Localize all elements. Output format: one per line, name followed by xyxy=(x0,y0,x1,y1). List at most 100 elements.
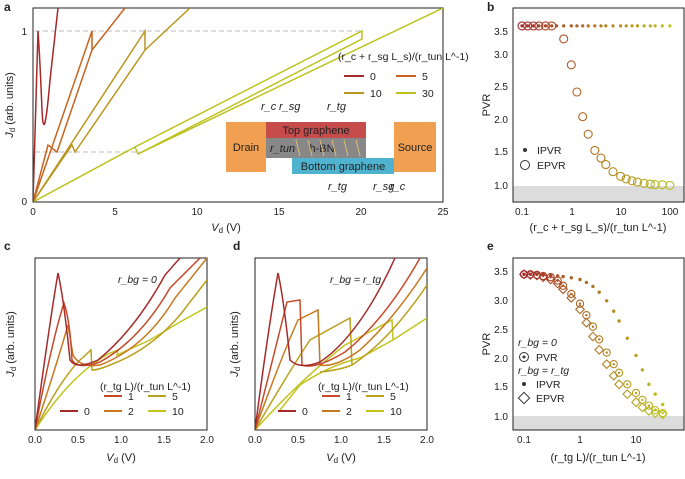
panel-c-annotation: r_bg = 0 xyxy=(118,274,157,286)
panel-d-annotation: r_bg = r_tg xyxy=(330,274,381,286)
panel-a-xlabel: Vd (V) xyxy=(211,222,241,235)
panel-b-ipvr-point xyxy=(550,24,554,28)
panel-e-ipvr-point xyxy=(605,299,609,303)
bottom-graphene xyxy=(292,158,394,174)
panel-d-xlabel: Vd (V) xyxy=(326,452,356,465)
panel-c-legend-title: (r_tg L)/(r_tun L^-1) xyxy=(100,381,191,393)
panel-d-legend-label-3: 5 xyxy=(390,391,396,403)
panel-e-ipvr-point xyxy=(535,272,539,276)
panel-e-epvr-point xyxy=(601,359,612,370)
panel-e-pvr-point xyxy=(609,360,618,369)
panel-c-ylabel: Jd (arb. units) xyxy=(5,311,18,378)
panel-b-ipvr-point xyxy=(581,24,585,28)
panel-e-epvr-point xyxy=(581,317,592,328)
panel-a-legend-label-0: 0 xyxy=(370,71,376,83)
panel-e-epvr-point xyxy=(637,402,648,413)
panel-b-epvr-point xyxy=(559,34,569,44)
panel-e-pvr-point-center xyxy=(605,351,608,354)
panel-a-legend-label-1: 5 xyxy=(422,71,428,83)
panel-e: 1.0 1.5 2.0 2.5 3.0 3.5 0.1 1 10 (r_tg L… xyxy=(481,257,685,464)
panel-e-pvr-point-center xyxy=(641,398,644,402)
panel-e-pvr-point xyxy=(575,299,585,308)
panel-b-ipvr-point xyxy=(653,24,657,28)
panel-b-ipvr-point xyxy=(619,24,623,28)
panel-d-xtick-2: 1.0 xyxy=(334,435,348,446)
panel-b-epvr-point xyxy=(639,178,649,188)
panel-d-curve-0 xyxy=(255,258,396,430)
panel-c-frame xyxy=(34,257,208,431)
panel-e-ytick-5: 3.5 xyxy=(494,267,508,278)
panel-b-epvr-point xyxy=(596,153,606,163)
panel-e-epvr-point xyxy=(587,331,598,342)
panel-e-pvr-point xyxy=(567,289,576,299)
panel-b-ipvr-point xyxy=(630,24,634,28)
panel-e-xtick-1: 1 xyxy=(577,435,583,446)
panel-d-frame xyxy=(254,257,428,431)
panel-e-ipvr-point xyxy=(612,309,616,313)
panel-b-ipvr-point xyxy=(526,24,530,28)
panel-a-yticks: 0 1 xyxy=(21,27,27,208)
panel-e-legend-epvr-marker xyxy=(517,391,531,405)
panel-d-legend-label-0: 0 xyxy=(302,406,308,418)
panel-b-ipvr-point xyxy=(543,24,548,28)
panel-c-legend-label-1: 1 xyxy=(128,391,134,403)
panel-a-xtick-1: 5 xyxy=(112,207,118,218)
panel-c-curve-10 xyxy=(35,306,207,430)
panel-e-legend-pvr-marker xyxy=(519,352,529,362)
panel-b-epvr-point xyxy=(627,176,637,186)
panel-e-epvr-point xyxy=(545,274,556,285)
rtun-label: r_tun xyxy=(270,143,295,155)
panel-e-xtick-2: 10 xyxy=(630,435,642,446)
panel-e-ytick-3: 2.5 xyxy=(494,325,508,336)
panel-b-epvr-point xyxy=(523,21,533,31)
panel-e-pvr-point xyxy=(602,348,611,357)
panel-b-epvr-point xyxy=(547,21,557,31)
panel-b-ipvr-point xyxy=(599,24,603,28)
panel-c-xtick-3: 1.5 xyxy=(157,435,171,446)
panel-d-xticks: 0.0 0.5 1.0 1.5 2.0 xyxy=(248,435,434,446)
panel-d-xtick-0: 0.0 xyxy=(248,435,262,446)
panel-b-epvr-point xyxy=(517,21,527,31)
panel-c-xlabel: Vd (V) xyxy=(106,452,136,465)
panel-e-xtick-0: 0.1 xyxy=(517,435,531,446)
panel-a-curve-0 xyxy=(33,8,59,202)
panel-label-c: c xyxy=(4,239,11,253)
panel-e-legend-group-0: r_bg = 0 xyxy=(518,337,557,349)
panel-a: 0 1 0 5 10 15 20 25 Vd (V) Jd (arb. unit… xyxy=(4,7,469,235)
panel-b-ipvr-point xyxy=(537,24,541,28)
panel-e-ipvr-point xyxy=(561,274,565,279)
panel-e-epvr-point xyxy=(614,379,625,390)
panel-e-frame xyxy=(512,257,685,431)
panel-b-xtick-1: 1 xyxy=(569,207,575,218)
panel-e-pvr-point xyxy=(623,380,632,389)
panel-c-xtick-4: 2.0 xyxy=(200,435,214,446)
panel-b-xtick-2: 10 xyxy=(615,207,627,218)
rbg-label: r_tg xyxy=(328,181,348,193)
panel-e-ytick-0: 1.0 xyxy=(494,412,508,423)
panel-b-ytick-0: 1.0 xyxy=(494,181,508,192)
panel-e-pvr-point xyxy=(558,281,568,290)
panel-a-legend: (r_c + r_sg L_s)/(r_tun L^-1) 0 5 10 30 xyxy=(338,51,469,100)
panel-a-xtick-4: 20 xyxy=(355,207,367,218)
panel-e-legend-pvr: PVR xyxy=(536,352,558,364)
panel-a-curve-30-loop xyxy=(134,29,363,155)
panel-e-xticks: 0.1 1 10 xyxy=(517,435,642,446)
panel-b-ipvr-point xyxy=(593,24,597,28)
panel-e-pvr-point xyxy=(651,406,660,415)
panel-b-ipvr-point xyxy=(642,24,646,28)
panel-label-d: d xyxy=(233,239,240,253)
panel-c-xticks: 0.0 0.5 1.0 1.5 2.0 xyxy=(28,435,214,446)
panel-b-legend-ipvr-marker xyxy=(523,148,527,152)
panel-e-legend-epvr: EPVR xyxy=(536,393,565,405)
panel-a-xtick-0: 0 xyxy=(30,207,36,218)
panel-b-ipvr-point xyxy=(624,24,628,28)
panel-e-ipvr-point xyxy=(647,382,651,386)
panel-b-shaded-region xyxy=(513,186,684,202)
panel-b-legend-epvr-marker xyxy=(520,160,530,170)
panel-e-yticks: 1.0 1.5 2.0 2.5 3.0 3.5 xyxy=(494,267,508,423)
hbn-layer xyxy=(266,138,366,158)
panel-e-pvr-point xyxy=(614,368,624,377)
panel-b-ytick-1: 1.5 xyxy=(494,147,508,158)
panel-b-epvr-point xyxy=(665,180,675,190)
